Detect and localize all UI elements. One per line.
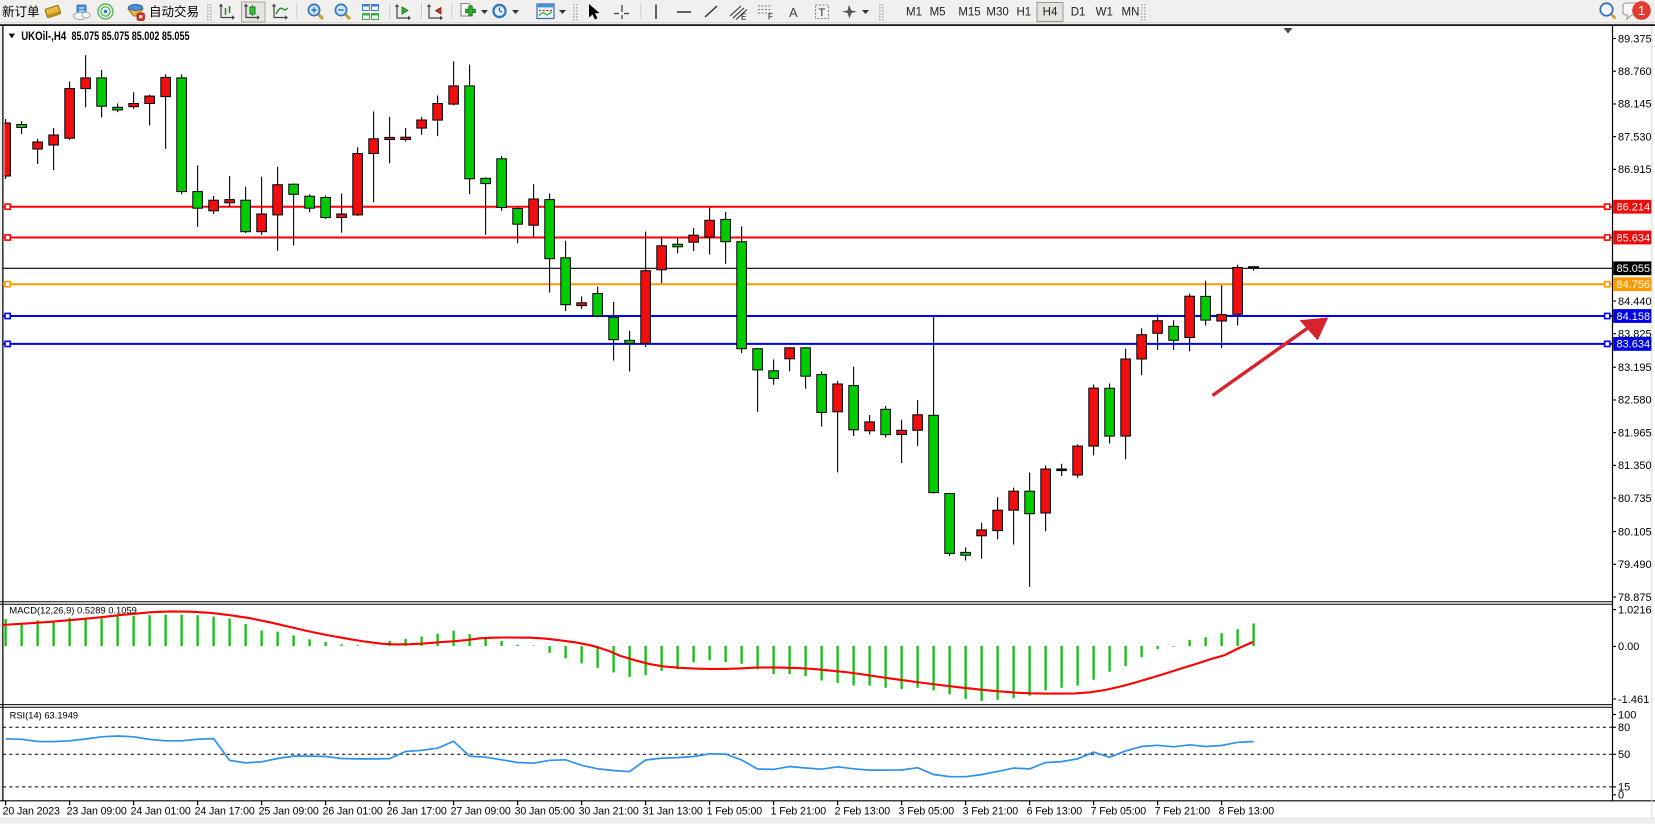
svg-text:1: 1 [1638, 3, 1645, 18]
svg-text:D1: D1 [1071, 7, 1086, 19]
svg-text:8 Feb 13:00: 8 Feb 13:00 [1219, 806, 1275, 818]
svg-text:1.0216: 1.0216 [1618, 604, 1652, 616]
svg-text:25 Jan 09:00: 25 Jan 09:00 [259, 806, 319, 818]
svg-text:30 Jan 21:00: 30 Jan 21:00 [579, 806, 639, 818]
svg-text:A: A [789, 5, 798, 20]
svg-text:83.634: 83.634 [1617, 339, 1651, 351]
svg-text:86.214: 86.214 [1617, 202, 1651, 214]
svg-text:自动交易: 自动交易 [149, 4, 199, 19]
svg-text:20 Jan 2023: 20 Jan 2023 [3, 806, 60, 818]
svg-text:1 Feb 05:00: 1 Feb 05:00 [707, 806, 763, 818]
svg-text:W1: W1 [1096, 7, 1113, 19]
svg-text:24 Jan 17:00: 24 Jan 17:00 [195, 806, 255, 818]
svg-text:7 Feb 05:00: 7 Feb 05:00 [1091, 806, 1147, 818]
svg-text:100: 100 [1618, 709, 1636, 721]
svg-text:80: 80 [1618, 722, 1630, 734]
svg-text:E: E [741, 13, 746, 22]
svg-text:84.756: 84.756 [1617, 279, 1651, 291]
svg-text:81.350: 81.350 [1618, 460, 1652, 472]
svg-text:F: F [768, 13, 773, 22]
svg-text:T: T [819, 7, 826, 19]
svg-text:88.145: 88.145 [1618, 99, 1652, 111]
svg-text:-1.461: -1.461 [1618, 694, 1649, 706]
svg-text:27 Jan 09:00: 27 Jan 09:00 [451, 806, 511, 818]
svg-text:0.00: 0.00 [1618, 641, 1639, 653]
svg-text:UKOil-,H4: UKOil-,H4 [21, 29, 66, 43]
svg-text:83.195: 83.195 [1618, 362, 1652, 374]
svg-text:3 Feb 21:00: 3 Feb 21:00 [963, 806, 1019, 818]
svg-text:H4: H4 [1043, 7, 1058, 19]
svg-text:新订单: 新订单 [2, 4, 40, 19]
svg-text:80.735: 80.735 [1618, 493, 1652, 505]
svg-text:50: 50 [1618, 749, 1630, 761]
svg-text:3 Feb 05:00: 3 Feb 05:00 [899, 806, 955, 818]
svg-text:81.965: 81.965 [1618, 427, 1652, 439]
svg-text:88.760: 88.760 [1618, 66, 1652, 78]
svg-text:87.530: 87.530 [1618, 131, 1652, 143]
svg-text:85.075 85.075 85.002 85.055: 85.075 85.075 85.002 85.055 [72, 29, 190, 43]
svg-text:31 Jan 13:00: 31 Jan 13:00 [643, 806, 703, 818]
svg-text:0: 0 [1618, 790, 1624, 802]
svg-text:86.915: 86.915 [1618, 164, 1652, 176]
svg-text:26 Jan 01:00: 26 Jan 01:00 [323, 806, 383, 818]
svg-text:7 Feb 21:00: 7 Feb 21:00 [1155, 806, 1211, 818]
svg-text:80.105: 80.105 [1618, 526, 1652, 538]
svg-text:M15: M15 [958, 7, 980, 19]
svg-text:24 Jan 01:00: 24 Jan 01:00 [131, 806, 191, 818]
svg-text:M5: M5 [930, 7, 946, 19]
svg-text:M1: M1 [906, 7, 922, 19]
svg-text:78.875: 78.875 [1618, 592, 1652, 604]
svg-text:89.375: 89.375 [1618, 33, 1652, 45]
svg-text:MACD(12,26,9) 0.5289 0.1059: MACD(12,26,9) 0.5289 0.1059 [9, 606, 136, 617]
svg-text:H1: H1 [1016, 7, 1031, 19]
svg-text:84.440: 84.440 [1618, 296, 1652, 308]
svg-text:6 Feb 13:00: 6 Feb 13:00 [1027, 806, 1083, 818]
svg-text:82.580: 82.580 [1618, 395, 1652, 407]
svg-text:26 Jan 17:00: 26 Jan 17:00 [387, 806, 447, 818]
svg-text:1 Feb 21:00: 1 Feb 21:00 [771, 806, 827, 818]
svg-text:79.490: 79.490 [1618, 559, 1652, 571]
svg-text:85.634: 85.634 [1617, 232, 1651, 244]
svg-text:23 Jan 09:00: 23 Jan 09:00 [67, 806, 127, 818]
svg-text:MN: MN [1122, 7, 1140, 19]
svg-text:84.158: 84.158 [1617, 311, 1651, 323]
svg-text:M30: M30 [986, 7, 1008, 19]
svg-text:30 Jan 05:00: 30 Jan 05:00 [515, 806, 575, 818]
svg-text:15: 15 [1618, 782, 1630, 794]
svg-text:RSI(14) 63.1949: RSI(14) 63.1949 [10, 711, 79, 722]
svg-text:85.055: 85.055 [1617, 263, 1651, 275]
svg-text:2 Feb 13:00: 2 Feb 13:00 [835, 806, 891, 818]
